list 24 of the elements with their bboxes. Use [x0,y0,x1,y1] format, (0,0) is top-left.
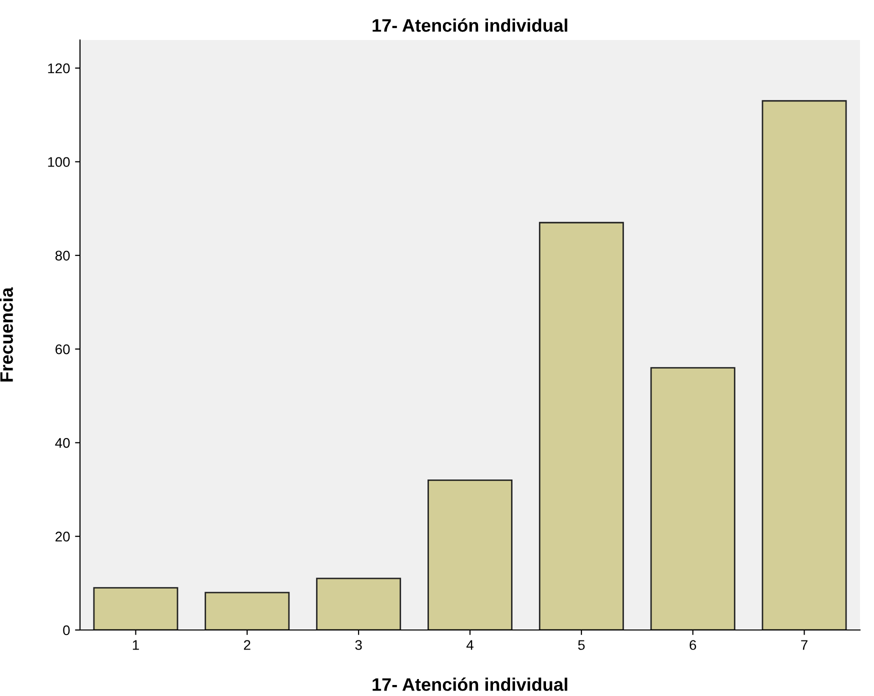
y-tick-label: 0 [63,625,70,636]
y-axis-title: Frecuencia [0,287,13,382]
x-tick-label: 3 [355,640,362,650]
bar [538,222,624,630]
y-tick-label: 60 [56,344,70,354]
x-axis-title: 17- Atención individual [372,678,568,691]
x-tick-label: 4 [466,640,474,650]
x-tick-label: 7 [801,640,808,650]
bar [762,100,847,630]
y-tick-label: 120 [48,63,70,74]
x-tick-label: 2 [244,640,250,650]
x-tick-label: 6 [690,640,696,650]
y-tick-label: 80 [55,250,70,261]
x-tick-label: 1 [132,640,139,650]
chart-title: 17- Atención individual [372,18,568,32]
bar [650,367,736,630]
x-tick-label: 5 [578,640,585,650]
bar [428,479,512,630]
y-tick-label: 100 [48,157,70,167]
y-tick-label: 20 [56,532,70,542]
bar [204,592,290,630]
y-tick-label: 40 [55,438,70,448]
bar [316,578,402,630]
bar [93,587,178,630]
